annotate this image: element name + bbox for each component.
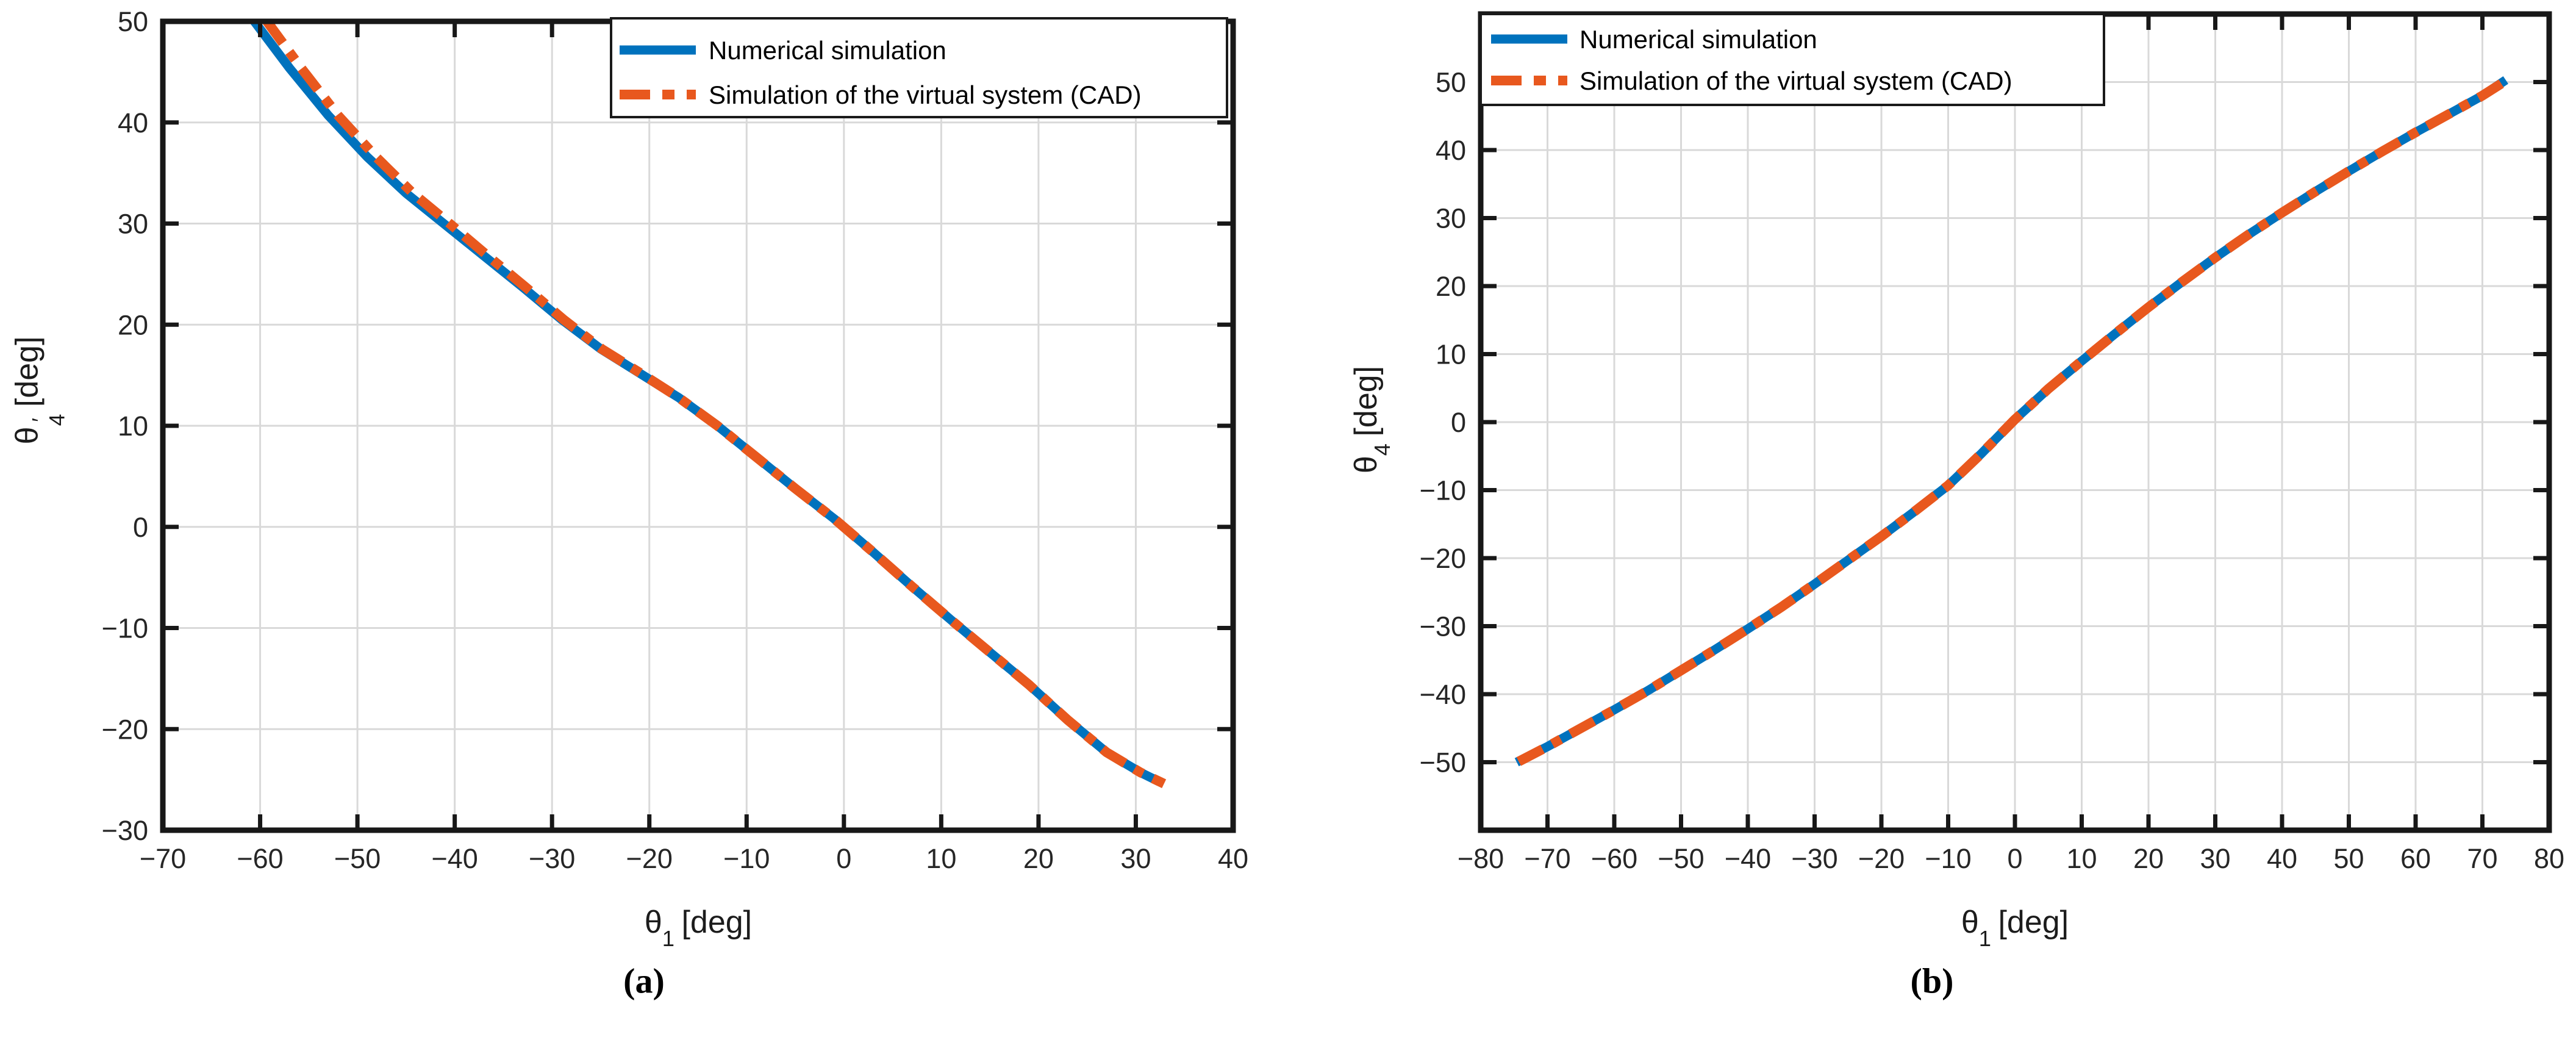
theta-symbol: θ: [9, 426, 45, 445]
x-tick-label: 10: [2066, 843, 2097, 874]
y-tick-label: −20: [1420, 543, 1466, 574]
y-tick-label: 0: [1451, 407, 1466, 438]
x-tick-label: 0: [836, 843, 851, 874]
y-tick-label: 40: [1436, 135, 1466, 166]
series-curve-cad: [1516, 74, 2512, 766]
y-tick-label: 30: [118, 209, 148, 240]
legend-box: [610, 17, 1228, 118]
x-tick-label: −80: [1458, 843, 1504, 874]
legend-label: Numerical simulation: [709, 36, 946, 65]
x-tick-label: −20: [1858, 843, 1905, 874]
legend-label: Numerical simulation: [1580, 25, 1817, 54]
x-tick-label: −30: [529, 843, 575, 874]
y-tick-label: −20: [102, 714, 148, 745]
x-tick-label: 80: [2534, 843, 2564, 874]
x-tick-label: 40: [1218, 843, 1248, 874]
y-tick-label: −30: [1420, 611, 1466, 642]
x-tick-label: −40: [431, 843, 478, 874]
plot-a-axes: −70 −60 −50 −40 −30 −20 −10 0 10 20 30 40 −30 −20 −10 0…: [102, 6, 1248, 874]
x-tick-label: 40: [2267, 843, 2297, 874]
theta-subscript: 1: [662, 925, 675, 951]
y-tick-label: −30: [102, 815, 148, 846]
x-tick-label: 50: [2333, 843, 2364, 874]
x-tick-label: 30: [2200, 843, 2230, 874]
x-tick-label: −30: [1791, 843, 1837, 874]
legend-label: Simulation of the virtual system (CAD): [1580, 66, 2012, 95]
y-tick-label: 50: [118, 6, 148, 37]
y-tick-label: −50: [1420, 747, 1466, 778]
x-tick-label: 60: [2400, 843, 2431, 874]
y-tick-label: 20: [1436, 271, 1466, 302]
theta-symbol: θ: [1348, 456, 1384, 474]
plot-a-ylabel: θ ′ 4 [deg]: [9, 336, 70, 445]
y-tick-label: 10: [118, 411, 148, 442]
unit-label: [deg]: [681, 905, 753, 940]
plot-a-xlabel: θ1 [deg]: [644, 904, 753, 949]
y-tick-label: 30: [1436, 203, 1466, 234]
y-tick-label: 0: [133, 512, 148, 543]
theta-subscript: 1: [1978, 925, 1992, 951]
plot-b-xlabel: θ1 [deg]: [1961, 904, 2069, 949]
theta-prime-sub-stack: ′ 4: [28, 414, 70, 426]
x-tick-label: 20: [1023, 843, 1054, 874]
x-tick-label: 30: [1120, 843, 1151, 874]
x-tick-label: 20: [2133, 843, 2164, 874]
y-tick-label: −40: [1420, 679, 1466, 710]
x-tick-label: −10: [1925, 843, 1971, 874]
x-tick-label: −20: [626, 843, 673, 874]
x-tick-label: −60: [237, 843, 283, 874]
caption-subfigure-a: (a): [623, 961, 665, 1001]
plot-b-axes: −80 −70 −60 −50 −40 −30 −20 −10 0 10 20 30 40 50 60 70 8…: [1420, 11, 2564, 874]
x-tick-label: 10: [926, 843, 956, 874]
x-tick-label: −70: [140, 843, 186, 874]
series-curve-cad: [263, 18, 1167, 789]
caption-subfigure-b: (b): [1910, 961, 1954, 1001]
legend-box: [1479, 13, 2105, 106]
unit-label: [deg]: [1998, 905, 2069, 940]
x-tick-label: 0: [2007, 843, 2022, 874]
x-tick-label: −60: [1591, 843, 1637, 874]
x-tick-label: −50: [1658, 843, 1704, 874]
y-tick-label: 50: [1436, 67, 1466, 98]
unit-label: [deg]: [9, 336, 45, 407]
x-tick-label: −70: [1524, 843, 1570, 874]
y-tick-label: 10: [1436, 339, 1466, 370]
x-tick-label: −50: [334, 843, 381, 874]
x-tick-label: −10: [723, 843, 770, 874]
theta-subscript: 4: [45, 414, 70, 426]
theta-subscript: 4: [1369, 443, 1395, 456]
unit-label: [deg]: [1348, 365, 1384, 437]
y-tick-label: 20: [118, 309, 148, 340]
y-tick-label: 40: [118, 107, 148, 138]
theta-symbol: θ: [1961, 905, 1979, 940]
x-tick-label: −40: [1725, 843, 1771, 874]
y-tick-label: −10: [1420, 475, 1466, 506]
legend-label: Simulation of the virtual system (CAD): [709, 81, 1142, 109]
theta-symbol: θ: [644, 905, 662, 940]
y-tick-label: −10: [102, 613, 148, 644]
x-tick-label: 70: [2467, 843, 2497, 874]
plot-b-ylabel: θ4 [deg]: [1348, 365, 1395, 474]
